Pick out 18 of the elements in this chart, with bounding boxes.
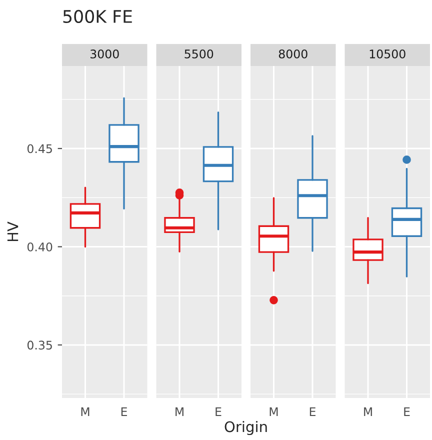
x-tick-label: E <box>216 407 222 416</box>
x-tick-label: E <box>310 407 316 416</box>
x-tick-label: E <box>121 407 127 416</box>
y-axis-title: HV <box>7 222 18 242</box>
y-tick-label: 0.35 <box>27 340 52 350</box>
chart-subtitle: 3000 <box>90 49 119 58</box>
y-tick-label: 0.45 <box>27 144 52 154</box>
chart-title: 500K FE <box>63 10 132 24</box>
x-axis-title: Origin <box>224 420 267 436</box>
x-tick-label: M <box>270 407 278 416</box>
x-tick-label: M <box>364 407 372 416</box>
chart-subtitle: 8000 <box>278 49 308 58</box>
chart-subtitle: 10500 <box>370 49 406 58</box>
y-tick-label: 0.40 <box>27 242 52 252</box>
chart-subtitle: 5500 <box>184 49 214 58</box>
x-tick-label: M <box>81 407 90 416</box>
x-tick-label: M <box>176 407 184 416</box>
x-tick-label: E <box>404 407 410 416</box>
